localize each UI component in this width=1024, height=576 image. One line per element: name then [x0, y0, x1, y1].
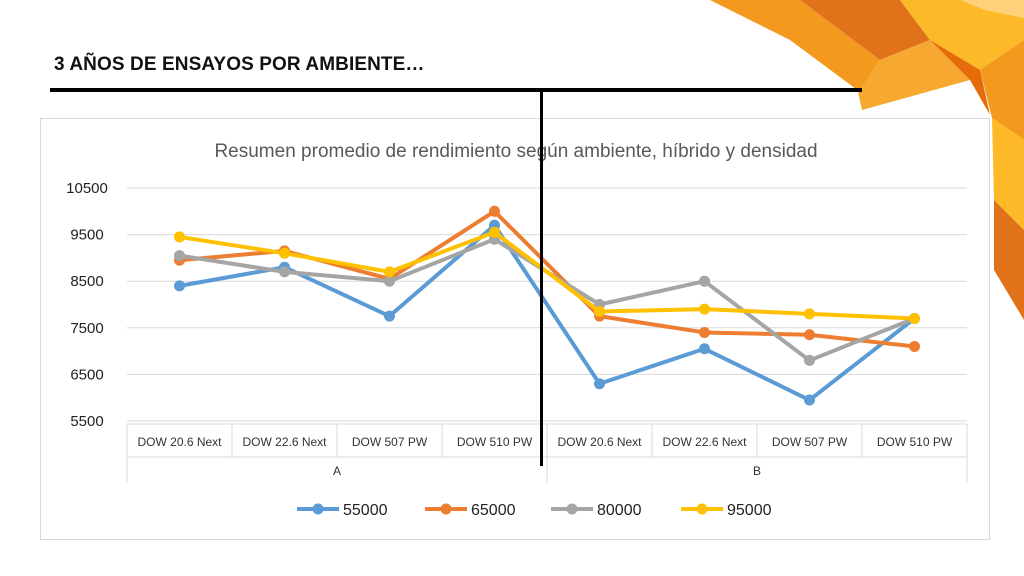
x-tick-label: DOW 510 PW — [457, 435, 533, 449]
environment-divider-line — [540, 88, 543, 466]
x-tick-label: DOW 510 PW — [877, 435, 953, 449]
chart-title: Resumen promedio de rendimiento según am… — [214, 141, 817, 162]
y-tick-label: 6500 — [70, 366, 103, 383]
data-point-55000 — [804, 394, 815, 406]
data-point-80000 — [804, 354, 815, 366]
data-point-95000 — [594, 305, 605, 317]
data-point-55000 — [174, 280, 185, 292]
series-line-65000 — [177, 209, 917, 349]
data-point-55000 — [699, 343, 710, 355]
legend-marker-65000 — [440, 503, 452, 515]
y-tick-label: 7500 — [70, 320, 103, 337]
x-tick-label: DOW 22.6 Next — [662, 435, 747, 449]
data-point-95000 — [174, 231, 185, 243]
data-point-80000 — [384, 275, 395, 287]
data-point-80000 — [699, 275, 710, 287]
legend-marker-80000 — [566, 503, 578, 515]
y-tick-label: 8500 — [70, 273, 103, 290]
data-point-95000 — [489, 226, 500, 238]
x-tick-label: DOW 20.6 Next — [557, 435, 642, 449]
data-point-95000 — [804, 308, 815, 320]
data-point-65000 — [699, 326, 710, 338]
data-point-95000 — [699, 303, 710, 315]
slide-title: 3 AÑOS DE ENSAYOS POR AMBIENTE… — [54, 54, 425, 75]
data-point-65000 — [804, 329, 815, 341]
group-label: A — [333, 464, 341, 478]
data-point-80000 — [174, 250, 185, 262]
x-tick-label: DOW 20.6 Next — [137, 435, 222, 449]
title-underline — [50, 88, 862, 92]
series-line-95000 — [177, 230, 917, 321]
legend-label: 80000 — [597, 502, 642, 519]
chart-area: Resumen promedio de rendimiento según am… — [40, 118, 990, 540]
data-point-55000 — [384, 310, 395, 322]
y-tick-label: 5500 — [70, 413, 103, 430]
x-tick-label: DOW 507 PW — [772, 435, 848, 449]
legend-label: 65000 — [471, 502, 516, 519]
data-point-65000 — [909, 340, 920, 352]
x-tick-label: DOW 22.6 Next — [242, 435, 327, 449]
line-chart: Resumen promedio de rendimiento según am… — [66, 141, 968, 519]
data-point-55000 — [594, 378, 605, 390]
data-point-95000 — [279, 247, 290, 259]
data-point-95000 — [909, 312, 920, 324]
legend-marker-95000 — [696, 503, 708, 515]
y-tick-label: 9500 — [70, 227, 103, 244]
data-point-65000 — [489, 205, 500, 217]
data-point-80000 — [279, 266, 290, 278]
y-tick-label: 10500 — [66, 180, 108, 197]
group-label: B — [753, 464, 761, 478]
legend-label: 95000 — [727, 502, 772, 519]
legend-label: 55000 — [343, 502, 388, 519]
series-line-80000 — [177, 237, 917, 363]
x-tick-label: DOW 507 PW — [352, 435, 428, 449]
legend-marker-55000 — [312, 503, 324, 515]
data-point-95000 — [384, 266, 395, 278]
